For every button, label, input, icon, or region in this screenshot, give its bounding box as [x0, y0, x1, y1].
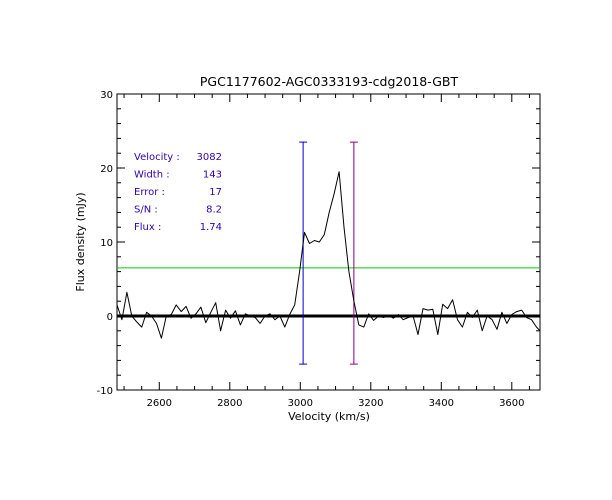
reference-lines [117, 267, 540, 318]
stat-value: 143 [203, 170, 222, 181]
spectrum-line [116, 171, 541, 339]
x-tick-label: 3200 [358, 398, 383, 409]
y-axis-label: Flux density (mJy) [74, 192, 87, 291]
x-tick-label: 3600 [499, 398, 524, 409]
stat-label: Error : [134, 187, 165, 198]
stat-value: 17 [209, 187, 222, 198]
tick-labels: 2600 2800 3000 3200 3400 3600 -10 0 10 20 30 [97, 90, 525, 409]
plot-frame [116, 93, 541, 391]
y-tick-label: 20 [100, 164, 113, 175]
y-tick-label: 0 [107, 312, 113, 323]
chart-title: PGC1177602-AGC0333193-cdg2018-GBT [200, 74, 459, 89]
stat-value: 8.2 [206, 205, 222, 216]
stat-label: Width : [134, 170, 170, 181]
tick-marks [117, 93, 540, 391]
y-tick-label: 30 [100, 90, 113, 101]
stat-value: 1.74 [200, 222, 222, 233]
stat-value: 3082 [197, 152, 222, 163]
x-tick-label: 3400 [429, 398, 454, 409]
measurement-stats: Velocity : 3082 Width : 143 Error : 17 S/N : 8.… [134, 152, 222, 233]
stat-label: S/N : [134, 205, 158, 216]
x-tick-label: 2600 [147, 398, 172, 409]
x-tick-label: 3000 [288, 398, 313, 409]
velocity-markers [299, 141, 358, 365]
x-tick-label: 2800 [217, 398, 242, 409]
stat-label: Velocity : [134, 152, 180, 163]
x-axis-label: Velocity (km/s) [288, 410, 370, 423]
y-tick-label: -10 [97, 386, 113, 397]
axes [116, 93, 541, 391]
spectrum-series [116, 171, 541, 339]
y-tick-label: 10 [100, 238, 113, 249]
stat-label: Flux : [134, 222, 161, 233]
